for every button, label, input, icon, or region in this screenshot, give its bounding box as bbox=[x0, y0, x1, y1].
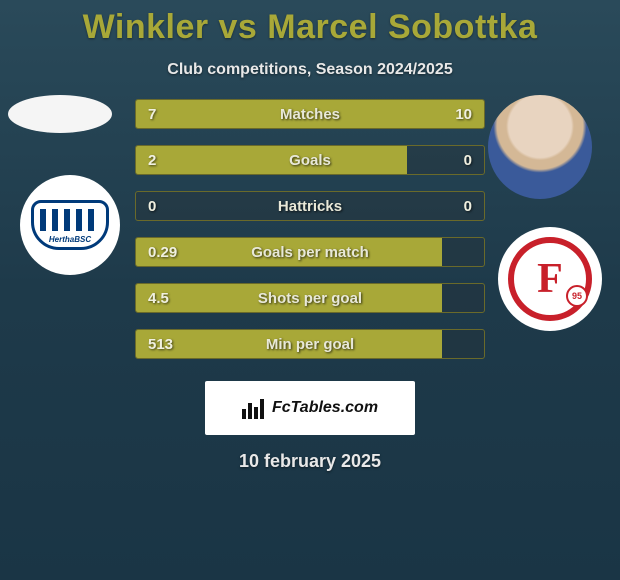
stat-row: 20Goals bbox=[135, 145, 485, 175]
stat-label: Min per goal bbox=[136, 330, 484, 358]
player-left-avatar bbox=[8, 95, 112, 133]
page-title: Winkler vs Marcel Sobottka bbox=[0, 0, 620, 47]
branding-box[interactable]: FcTables.com bbox=[205, 381, 415, 435]
branding-text: FcTables.com bbox=[272, 399, 378, 417]
stat-label: Hattricks bbox=[136, 192, 484, 220]
stat-label: Goals per match bbox=[136, 238, 484, 266]
hertha-flag-icon: HerthaBSC bbox=[31, 200, 109, 250]
club-left-badge: HerthaBSC bbox=[20, 175, 120, 275]
stat-bars: 710Matches 20Goals 00Hattricks 0.29Goals pe… bbox=[135, 99, 485, 375]
club-left-text: HerthaBSC bbox=[34, 235, 106, 244]
club-right-year-badge: 95 bbox=[566, 285, 588, 307]
subtitle: Club competitions, Season 2024/2025 bbox=[0, 61, 620, 79]
stat-row: 4.5Shots per goal bbox=[135, 283, 485, 313]
stat-label: Matches bbox=[136, 100, 484, 128]
stat-row: 00Hattricks bbox=[135, 191, 485, 221]
fortuna-ring-icon: F 95 bbox=[508, 237, 592, 321]
club-right-letter: F bbox=[537, 255, 563, 303]
bar-chart-icon bbox=[242, 397, 266, 419]
stat-label: Goals bbox=[136, 146, 484, 174]
footer-date: 10 february 2025 bbox=[0, 451, 620, 472]
comparison-panel: HerthaBSC F 95 710Matches20Goals00Hattri… bbox=[0, 105, 620, 375]
player-right-avatar bbox=[488, 95, 592, 199]
stat-label: Shots per goal bbox=[136, 284, 484, 312]
stat-row: 0.29Goals per match bbox=[135, 237, 485, 267]
club-right-badge: F 95 bbox=[498, 227, 602, 331]
stat-row: 513Min per goal bbox=[135, 329, 485, 359]
stat-row: 710Matches bbox=[135, 99, 485, 129]
